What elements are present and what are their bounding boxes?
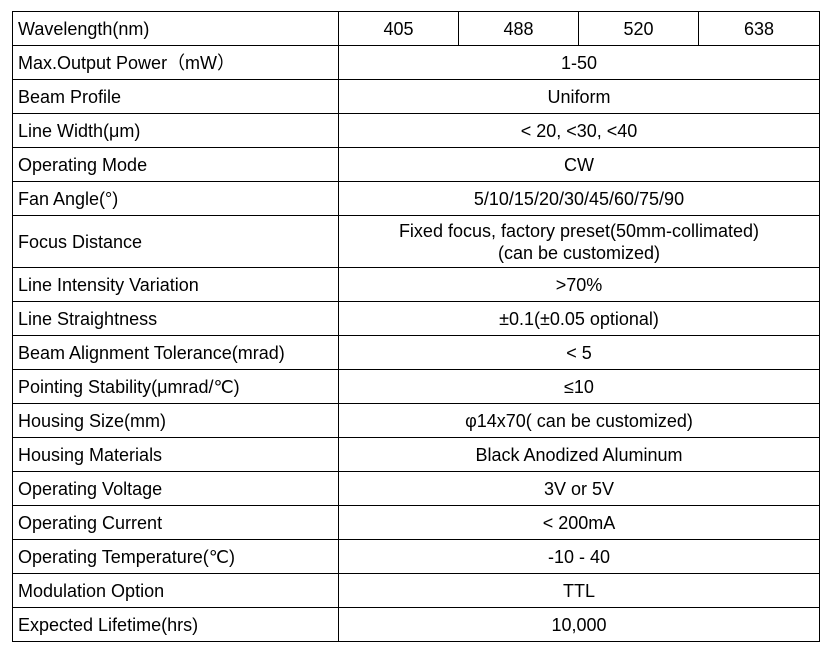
- table-row-beam-alignment-tolerance: Beam Alignment Tolerance(mrad) < 5: [12, 335, 820, 370]
- table-row-housing-materials: Housing Materials Black Anodized Aluminu…: [12, 437, 820, 472]
- row-value: ≤10: [338, 369, 820, 404]
- table-row-fan-angle: Fan Angle(°) 5/10/15/20/30/45/60/75/90: [12, 181, 820, 216]
- table-row-operating-current: Operating Current < 200mA: [12, 505, 820, 540]
- row-label: Housing Materials: [12, 437, 339, 472]
- wavelength-405: 405: [338, 11, 459, 46]
- row-value: Uniform: [338, 79, 820, 114]
- row-label: Beam Profile: [12, 79, 339, 114]
- row-label: Fan Angle(°): [12, 181, 339, 216]
- table-row-line-width: Line Width(μm) < 20, <30, <40: [12, 113, 820, 148]
- row-value: φ14x70( can be customized): [338, 403, 820, 438]
- wavelength-488: 488: [458, 11, 579, 46]
- row-label: Operating Mode: [12, 147, 339, 182]
- row-label: Housing Size(mm): [12, 403, 339, 438]
- row-value: 1-50: [338, 45, 820, 80]
- table-row-housing-size: Housing Size(mm) φ14x70( can be customiz…: [12, 403, 820, 438]
- row-value: ±0.1(±0.05 optional): [338, 301, 820, 336]
- row-label: Line Intensity Variation: [12, 267, 339, 302]
- table-row-pointing-stability: Pointing Stability(μmrad/℃) ≤10: [12, 369, 820, 404]
- table-row-line-straightness: Line Straightness ±0.1(±0.05 optional): [12, 301, 820, 336]
- row-label: Expected Lifetime(hrs): [12, 607, 339, 642]
- wavelength-638: 638: [698, 11, 820, 46]
- row-value: CW: [338, 147, 820, 182]
- table-row-operating-voltage: Operating Voltage 3V or 5V: [12, 471, 820, 506]
- table-row-wavelength: Wavelength(nm) 405 488 520 638: [12, 11, 820, 46]
- table-row-max-output-power: Max.Output Power（mW） 1-50: [12, 45, 820, 80]
- row-value-line-1: Fixed focus, factory preset(50mm-collima…: [398, 220, 760, 241]
- row-label: Line Width(μm): [12, 113, 339, 148]
- row-value: 10,000: [338, 607, 820, 642]
- row-value: < 20, <30, <40: [338, 113, 820, 148]
- row-value: TTL: [338, 573, 820, 608]
- row-value: >70%: [338, 267, 820, 302]
- row-label: Pointing Stability(μmrad/℃): [12, 369, 339, 404]
- row-value: 3V or 5V: [338, 471, 820, 506]
- wavelength-520: 520: [578, 11, 699, 46]
- spec-table: Wavelength(nm) 405 488 520 638 Max.Outpu…: [12, 11, 820, 642]
- row-label: Operating Current: [12, 505, 339, 540]
- table-row-focus-distance: Focus Distance Fixed focus, factory pres…: [12, 215, 820, 268]
- row-label: Max.Output Power（mW）: [12, 45, 339, 80]
- row-label: Operating Voltage: [12, 471, 339, 506]
- table-row-operating-mode: Operating Mode CW: [12, 147, 820, 182]
- table-row-operating-temperature: Operating Temperature(℃) -10 - 40: [12, 539, 820, 574]
- row-label: Modulation Option: [12, 573, 339, 608]
- row-label: Focus Distance: [12, 215, 339, 268]
- row-label: Beam Alignment Tolerance(mrad): [12, 335, 339, 370]
- row-value: -10 - 40: [338, 539, 820, 574]
- table-row-modulation-option: Modulation Option TTL: [12, 573, 820, 608]
- table-row-line-intensity-variation: Line Intensity Variation >70%: [12, 267, 820, 302]
- table-row-beam-profile: Beam Profile Uniform: [12, 79, 820, 114]
- row-value: 5/10/15/20/30/45/60/75/90: [338, 181, 820, 216]
- row-value: < 200mA: [338, 505, 820, 540]
- table-row-expected-lifetime: Expected Lifetime(hrs) 10,000: [12, 607, 820, 642]
- row-label: Operating Temperature(℃): [12, 539, 339, 574]
- row-label: Wavelength(nm): [12, 11, 339, 46]
- row-value: < 5: [338, 335, 820, 370]
- row-value: Fixed focus, factory preset(50mm-collima…: [338, 215, 820, 268]
- row-label: Line Straightness: [12, 301, 339, 336]
- row-value-line-2: (can be customized): [497, 242, 661, 263]
- row-value: Black Anodized Aluminum: [338, 437, 820, 472]
